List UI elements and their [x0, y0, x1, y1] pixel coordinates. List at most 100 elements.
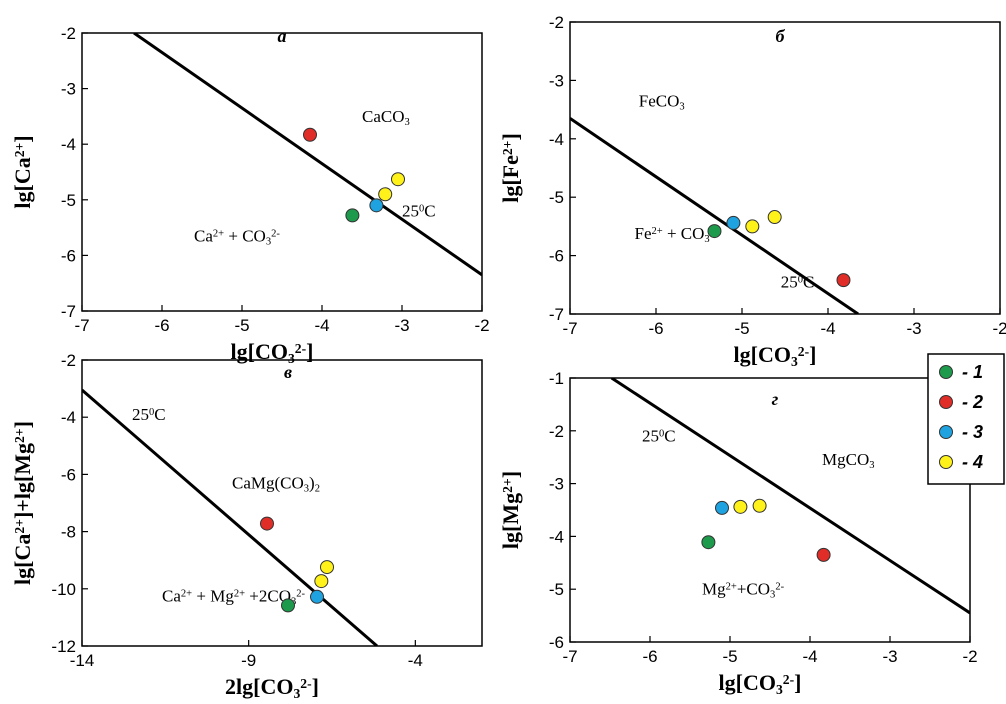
legend-label-1: - 1 [962, 362, 983, 382]
x-tick-label: -6 [642, 647, 657, 666]
y-tick-label: -1 [549, 369, 564, 388]
data-point-series-4 [752, 498, 767, 513]
line-label: 250C [781, 273, 815, 292]
region-label: Mg2++CO32- [702, 579, 785, 600]
data-point-series-4 [733, 499, 748, 514]
panel-2: -7 -6 -5 -4 -3 -2 -7 -6 -5 -4 -3 -2 250C FeCO3 Fe2+ + … [498, 13, 1006, 369]
y-tick-label: -6 [61, 465, 76, 484]
data-point-series-2 [836, 273, 851, 288]
y-axis-label: lg[Mg2+] [498, 471, 523, 549]
data-point-series-3 [726, 215, 741, 230]
data-point-series-4 [320, 560, 334, 575]
panel-title: а [278, 26, 287, 46]
y-axis-label: lg[Ca2+] [10, 135, 35, 208]
x-axis-label: lg[CO32-] [719, 670, 802, 697]
legend-label-3: - 3 [962, 422, 983, 442]
data-point-series-2 [260, 516, 274, 531]
panel-title: б [776, 26, 786, 46]
panel-title: г [772, 389, 779, 409]
y-axis-label: lg[Fe2+] [498, 133, 523, 203]
plot-frame [569, 21, 1001, 315]
y-tick-label: -4 [61, 135, 76, 154]
legend-label-2: - 2 [962, 392, 983, 412]
y-tick-label: -6 [549, 247, 564, 266]
panel-3: -14 -9 -4 -12 -10 -8 -6 -4 -2 250C CaMg(CO3)2 Ca2+ … [10, 351, 483, 701]
data-point-series-2 [303, 127, 317, 142]
x-tick-label: -5 [734, 319, 749, 338]
y-tick-label: -3 [549, 71, 564, 90]
x-tick-label: -3 [394, 316, 409, 335]
legend-marker-2 [939, 395, 953, 409]
data-point-series-4 [378, 187, 393, 202]
line-label: 250C [642, 426, 676, 445]
legend-marker-4 [939, 455, 953, 469]
data-point-series-1 [707, 224, 722, 239]
region-label: MgCO3 [822, 450, 875, 471]
x-axis-label: lg[CO32-] [734, 342, 817, 369]
y-axis-label: lg[Ca2+]+lg[Mg2+] [10, 421, 35, 585]
x-tick-label: -4 [408, 651, 423, 670]
x-tick-label: -3 [906, 319, 921, 338]
panel-title: в [284, 362, 292, 382]
data-point-series-3 [715, 500, 729, 515]
line-label: 250C [132, 405, 166, 424]
x-tick-label: -7 [74, 316, 89, 335]
region-label: FeCO3 [639, 92, 685, 113]
x-tick-label: -9 [241, 651, 256, 670]
region-label: Fe2+ + CO32- [635, 224, 719, 245]
y-tick-label: -10 [51, 580, 76, 599]
region-label: Ca2+ + CO32- [194, 227, 280, 248]
y-tick-label: -3 [549, 475, 564, 494]
equilibrium-line [610, 378, 970, 615]
y-tick-label: -4 [61, 408, 76, 427]
region-label: CaCO3 [362, 107, 410, 128]
x-axis-label: 2lg[CO32-] [225, 674, 319, 701]
x-tick-label: -6 [154, 316, 169, 335]
y-tick-label: -2 [61, 351, 76, 370]
plot-frame [81, 32, 483, 312]
panel-4: -7 -6 -5 -4 -3 -2-6-5-4-3-2-1250CMgCO3Mg2++CO… [498, 369, 978, 697]
y-tick-label: -2 [61, 24, 76, 43]
legend-label-4: - 4 [962, 452, 983, 472]
data-point-series-4 [745, 219, 760, 234]
y-tick-label: -8 [61, 523, 76, 542]
y-tick-label: -4 [549, 527, 564, 546]
x-tick-label: -14 [70, 651, 95, 670]
x-tick-label: -4 [314, 316, 329, 335]
data-point-series-1 [345, 208, 360, 223]
x-tick-label: -2 [962, 647, 977, 666]
x-tick-label: -5 [234, 316, 249, 335]
data-point-series-2 [816, 547, 831, 562]
x-tick-label: -6 [648, 319, 663, 338]
x-tick-label: -2 [992, 319, 1006, 338]
y-tick-label: -12 [51, 637, 76, 656]
x-tick-label: -5 [722, 647, 737, 666]
legend: - 1 - 2 - 3 - 4 [927, 353, 1005, 485]
plot-frame [81, 359, 483, 647]
x-tick-label: -2 [474, 316, 489, 335]
y-tick-label: -6 [549, 633, 564, 652]
x-tick-label: -4 [820, 319, 835, 338]
equilibrium-line [570, 117, 859, 314]
region-label: CaMg(CO3)2 [232, 474, 320, 495]
x-tick-label: -7 [562, 647, 577, 666]
data-point-series-4 [391, 172, 405, 187]
x-tick-label: -4 [802, 647, 817, 666]
plot-frame [569, 377, 971, 643]
y-tick-label: -2 [549, 13, 564, 32]
y-tick-label: -5 [549, 580, 564, 599]
data-point-series-3 [369, 198, 384, 213]
y-tick-label: -3 [61, 80, 76, 99]
x-tick-label: -7 [562, 319, 577, 338]
equilibrium-line [133, 33, 482, 277]
data-point-series-4 [314, 574, 329, 589]
y-tick-label: -7 [549, 305, 564, 324]
data-point-series-3 [310, 589, 324, 604]
region-label: Ca2+ + Mg2+ +2CO32- [162, 587, 306, 608]
y-tick-label: -4 [549, 130, 564, 149]
y-tick-label: -5 [61, 191, 76, 210]
x-tick-label: -3 [882, 647, 897, 666]
line-label: 250C [402, 201, 436, 220]
y-tick-label: -7 [61, 302, 76, 321]
